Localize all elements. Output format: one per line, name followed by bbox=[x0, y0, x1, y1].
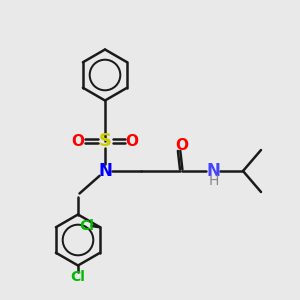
Text: N: N bbox=[206, 162, 220, 180]
Text: O: O bbox=[71, 134, 85, 148]
Text: O: O bbox=[175, 138, 188, 153]
Text: Cl: Cl bbox=[79, 219, 94, 233]
Text: Cl: Cl bbox=[70, 270, 86, 284]
Text: H: H bbox=[209, 174, 219, 188]
Text: N: N bbox=[98, 162, 112, 180]
Text: S: S bbox=[98, 132, 112, 150]
Text: O: O bbox=[125, 134, 139, 148]
